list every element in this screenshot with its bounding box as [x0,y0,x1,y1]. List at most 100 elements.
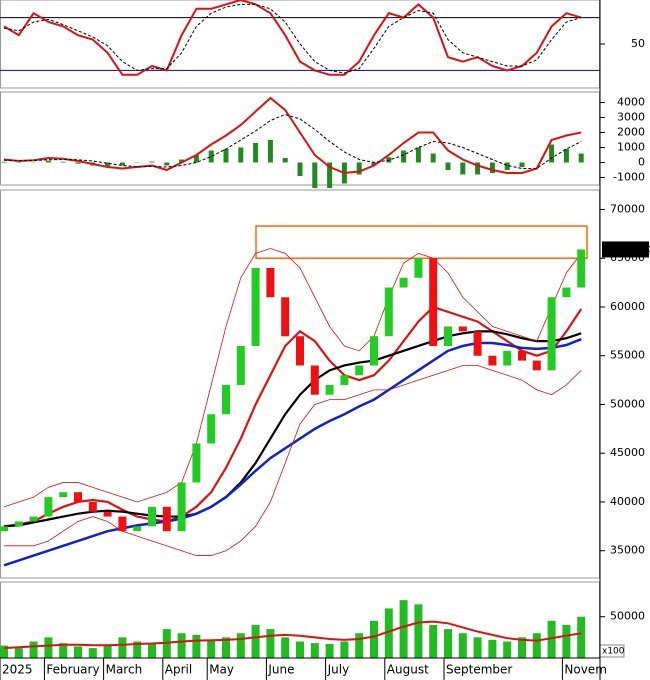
candle [325,384,334,395]
histogram-bar [1,161,7,163]
volume-bar [133,641,142,658]
candle [103,511,112,517]
volume-bar [325,643,334,658]
histogram-bar [563,149,569,163]
volume-bar [59,643,68,658]
volume-bar [429,624,438,658]
volume-bar [444,629,452,658]
histogram-bar [430,153,436,163]
histogram-bar [401,150,407,163]
histogram-bar [267,140,273,163]
y-tick-label: 60000 [610,300,645,313]
y-tick-label: 2000 [617,126,645,139]
candle [370,336,378,366]
candle [281,297,290,337]
x-tick-label: April [165,663,192,677]
x-tick-label: March [106,663,143,677]
histogram-bar [193,155,199,163]
x-tick-label: February [46,663,99,677]
candle [88,501,97,512]
histogram-bar [327,162,333,188]
volume-bar [177,633,186,658]
volume-bar [370,620,378,658]
volume-bar [29,641,38,658]
histogram-bar [238,147,244,163]
volume-bar [399,600,408,658]
candle [251,267,260,346]
y-tick-label: 50000 [610,610,645,623]
price-tag [602,241,649,258]
volume-bar [207,639,216,658]
y-tick-label: 55000 [610,349,645,362]
indicator-line [3,305,583,528]
volume-bar [74,646,82,658]
y-tick-label: 0 [638,156,645,169]
candle [222,384,230,415]
indicator-line [3,0,582,76]
histogram-bar [356,162,362,175]
indicator-line [3,248,582,508]
candle [429,258,438,346]
histogram-bar [223,149,229,163]
candle [0,526,8,532]
candle [148,506,156,527]
volume-bar [340,641,349,658]
histogram-bar [105,162,111,167]
candle [207,414,216,444]
price-tag-label: 65900.00 [604,244,650,255]
volume-bar [44,637,53,658]
candle [444,326,452,346]
histogram-bar [164,162,170,166]
histogram-bar [475,162,481,175]
histogram-bar [208,150,214,163]
x-tick-label: Novem [564,663,607,677]
candle [266,267,275,298]
volume-bar [488,639,497,658]
candle [59,492,68,498]
x-tick-label: June [267,663,294,677]
y-tick-label: 3000 [617,111,645,124]
y-tick-label: 1000 [617,141,645,154]
histogram-bar [60,161,66,163]
volume-bar [148,643,156,658]
histogram-bar [460,162,466,175]
volume-bar [473,637,482,658]
volume-bar [384,608,393,658]
unit-label: x100 [602,647,625,657]
indicator-line [3,96,582,175]
candle [133,526,142,532]
candle [162,506,171,532]
volume-bar [192,634,201,658]
candle [532,360,541,371]
volume-bar [118,637,127,658]
histogram-bar [45,160,51,163]
candle [562,287,571,298]
x-tick-label: September [446,663,512,677]
x-tick-label: May [209,663,234,677]
candle [518,350,526,361]
volume-bar [414,604,423,658]
indicator-line [3,113,582,169]
histogram-bar [549,144,555,163]
candle [236,345,245,385]
x-tick-label: August [387,663,429,677]
y-tick-label: 70000 [610,202,645,215]
candle [310,365,319,395]
volume-bar [103,645,112,658]
candle [177,482,186,532]
candle [503,350,512,366]
candle [399,277,408,288]
candle [414,258,423,278]
candle [384,287,393,337]
candle [14,521,23,527]
histogram-bar [282,158,288,163]
volume-bar [458,633,467,658]
volume-bar [547,620,556,658]
x-tick-label: July [327,663,350,677]
candle [340,375,349,385]
indicator-line [3,3,582,74]
volume-bar [266,629,275,658]
histogram-bar [371,162,377,166]
candle [118,516,127,532]
y-tick-label: 40000 [610,495,645,508]
